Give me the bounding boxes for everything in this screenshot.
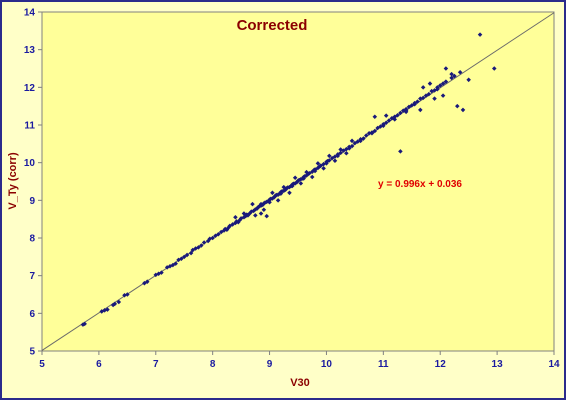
data-point bbox=[112, 301, 118, 307]
x-tick-label: 11 bbox=[378, 359, 389, 370]
y-tick-label: 5 bbox=[29, 347, 35, 358]
data-point bbox=[184, 252, 190, 258]
data-point bbox=[181, 254, 187, 260]
data-point bbox=[179, 256, 184, 261]
data-point bbox=[477, 32, 483, 37]
x-tick-label: 13 bbox=[492, 359, 504, 370]
data-point bbox=[372, 114, 378, 119]
data-point bbox=[383, 113, 389, 118]
data-point bbox=[418, 107, 423, 113]
data-point bbox=[116, 299, 122, 305]
data-point bbox=[327, 158, 332, 163]
x-tick-label: 9 bbox=[267, 359, 273, 370]
data-point bbox=[349, 143, 355, 149]
data-point bbox=[338, 147, 343, 152]
y-tick-label: 14 bbox=[24, 8, 36, 19]
data-point bbox=[327, 153, 332, 159]
data-point bbox=[258, 211, 264, 216]
y-tick-label: 11 bbox=[24, 121, 35, 132]
data-point bbox=[309, 174, 315, 180]
data-point bbox=[364, 133, 369, 138]
y-tick-label: 9 bbox=[29, 196, 35, 207]
y-axis-title: V_Ty (corr) bbox=[7, 152, 19, 210]
x-tick-label: 10 bbox=[321, 359, 333, 370]
y-tick-label: 13 bbox=[24, 45, 36, 56]
x-tick-label: 14 bbox=[548, 359, 560, 370]
chart-title: Corrected bbox=[237, 17, 308, 34]
data-point bbox=[281, 184, 287, 190]
x-tick-label: 5 bbox=[39, 359, 45, 370]
data-point bbox=[278, 191, 284, 196]
y-tick-label: 8 bbox=[29, 234, 35, 245]
data-point bbox=[315, 161, 321, 166]
data-point bbox=[290, 183, 295, 189]
data-point bbox=[173, 261, 178, 266]
data-point bbox=[427, 81, 433, 86]
trendline-equation: y = 0.996x + 0.036 bbox=[378, 179, 462, 190]
data-point bbox=[383, 120, 389, 126]
data-point bbox=[125, 292, 130, 297]
data-point bbox=[455, 103, 460, 109]
data-point bbox=[338, 150, 343, 156]
data-point bbox=[105, 307, 110, 312]
y-tick-label: 7 bbox=[29, 271, 35, 282]
x-tick-label: 8 bbox=[210, 359, 216, 370]
x-tick-label: 6 bbox=[96, 359, 102, 370]
data-point bbox=[466, 77, 471, 83]
data-point bbox=[324, 161, 329, 166]
data-point bbox=[372, 128, 378, 134]
data-point bbox=[298, 181, 304, 186]
y-tick-label: 10 bbox=[24, 158, 36, 169]
data-point bbox=[304, 169, 309, 175]
x-tick-label: 12 bbox=[435, 359, 447, 370]
data-point bbox=[349, 138, 355, 144]
data-point bbox=[275, 198, 281, 203]
data-point bbox=[144, 279, 150, 284]
data-point bbox=[301, 176, 306, 181]
data-point bbox=[267, 199, 272, 205]
data-point bbox=[395, 112, 400, 118]
y-tick-label: 6 bbox=[29, 309, 35, 320]
data-point bbox=[361, 136, 366, 141]
x-tick-label: 7 bbox=[153, 359, 159, 370]
y-tick-label: 12 bbox=[24, 83, 36, 94]
x-axis-title: V30 bbox=[290, 377, 310, 389]
